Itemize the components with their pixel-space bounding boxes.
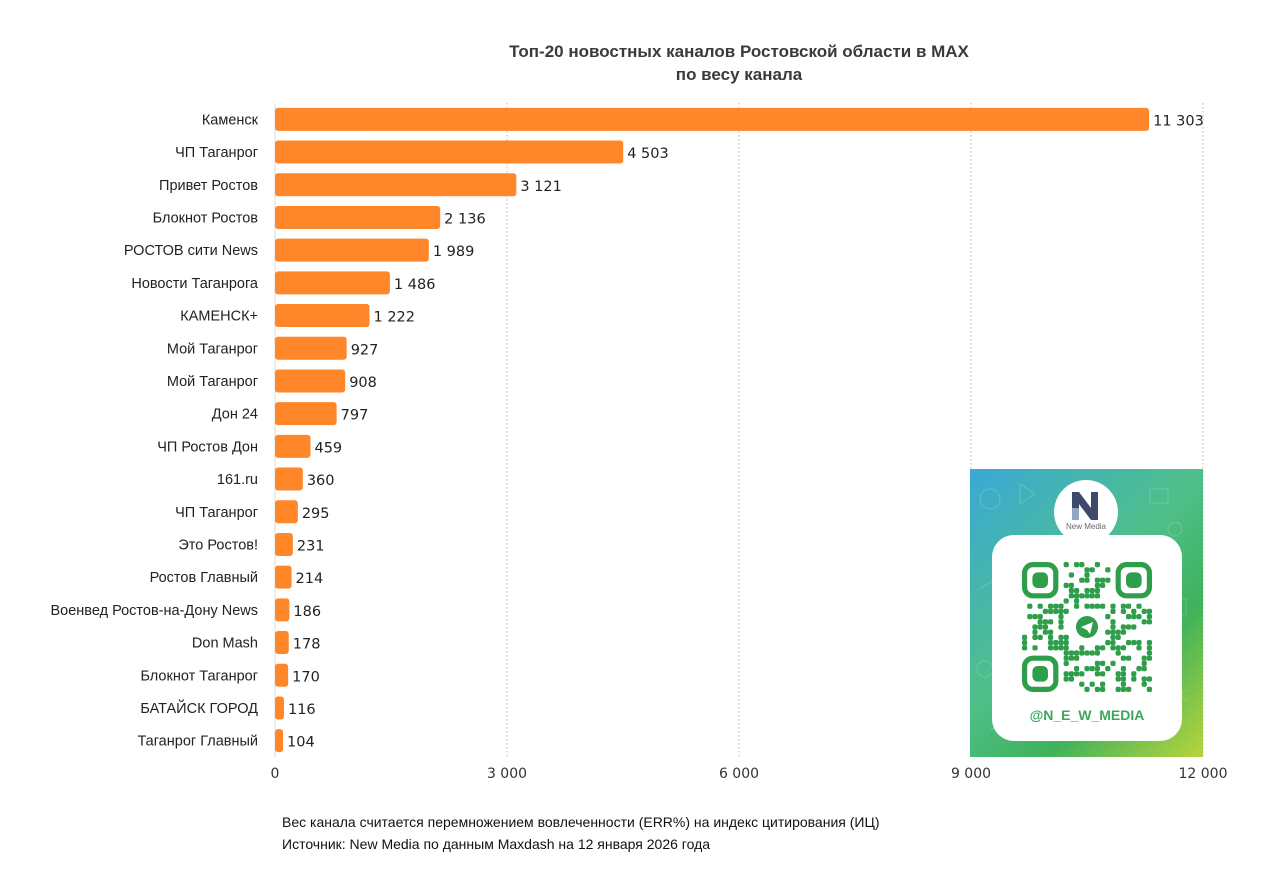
new-media-logo-icon [1072,492,1098,520]
bars [275,107,1150,753]
telegram-icon [1076,616,1098,638]
qr-promo-panel: @N_E_W_MEDIA New Media [970,469,1203,757]
category-label: Каменск [202,112,259,128]
brand-name: New Media [1065,522,1106,531]
bar [275,532,293,556]
data-label: 295 [302,506,330,522]
labels: 0 3 000 6 000 9 000 12 000 Каменск 11 303 ЧП Та… [51,112,1228,782]
category-label: Ростов Главный [150,570,258,586]
category-label: Новости Таганрога [131,276,259,292]
bar [275,205,441,229]
bar [275,696,284,720]
category-label: Don Mash [192,636,258,652]
category-label: БАТАЙСК ГОРОД [140,699,258,717]
bar [275,598,290,622]
data-label: 908 [349,375,377,391]
category-label: ЧП Таганрог [175,505,258,521]
footnote-source: Источник: New Media по данным Maxdash на… [282,836,711,852]
channel-handle: @N_E_W_MEDIA [1029,707,1145,723]
bar [275,729,284,753]
data-label: 927 [351,342,379,358]
footnote: Вес канала считается перемножением вовле… [282,811,879,855]
category-label: Мой Таганрог [167,341,258,357]
category-label: КАМЕНСК+ [180,309,258,325]
x-tick-label: 6 000 [719,766,759,782]
category-label: Таганрог Главный [137,734,258,750]
data-label: 170 [292,669,320,685]
bar [275,467,303,491]
category-label: Это Ростов! [178,537,258,553]
category-label: Дон 24 [212,407,258,423]
category-label: Привет Ростов [159,178,258,194]
chart-title-line-2: по весу канала [675,65,803,84]
bar [275,369,346,393]
data-label: 1 989 [433,244,475,260]
bar [275,304,370,328]
qr-finder [1115,562,1152,599]
data-label: 1 222 [374,310,416,326]
category-label: Военвед Ростов-на-Дону News [51,603,259,619]
bar [275,402,337,426]
category-label: ЧП Таганрог [175,145,258,161]
data-label: 178 [293,637,321,653]
new-media-logo: New Media [1054,480,1118,544]
x-tick-label: 0 [271,766,280,782]
chart-title: Топ-20 новостных каналов Ростовской обла… [339,40,1139,86]
x-tick-label: 9 000 [951,766,991,782]
category-label: РОСТОВ сити News [124,243,258,259]
bar [275,238,429,262]
data-label: 2 136 [444,211,486,227]
data-label: 11 303 [1153,113,1204,129]
bar [275,173,517,197]
chart-title-line-1: Топ-20 новостных каналов Ростовской обла… [509,42,969,61]
bar [275,336,347,360]
footnote-method: Вес канала считается перемножением вовле… [282,814,880,830]
x-tick-label: 12 000 [1179,766,1228,782]
data-label: 360 [307,473,335,489]
data-label: 231 [297,538,325,554]
data-label: 104 [287,735,315,751]
bar [275,107,1150,131]
data-label: 116 [288,702,316,718]
category-label: 161.ru [217,472,258,488]
bar [275,500,298,524]
category-label: Мой Таганрог [167,374,258,390]
data-label: 214 [296,571,324,587]
qr-finder [1022,655,1059,692]
qr-card: @N_E_W_MEDIA [992,535,1182,741]
bar [275,565,292,589]
category-label: ЧП Ростов Дон [157,439,258,455]
qr-code-icon[interactable] [1022,562,1152,692]
x-tick-label: 3 000 [487,766,527,782]
category-label: Блокнот Таганрог [140,668,258,684]
data-label: 459 [314,440,342,456]
bar [275,434,311,458]
bar [275,631,289,655]
data-label: 797 [341,408,369,424]
bar [275,663,289,687]
bar [275,140,624,164]
qr-finder [1022,562,1059,599]
data-label: 1 486 [394,277,436,293]
data-label: 4 503 [627,146,669,162]
data-label: 186 [293,604,321,620]
bar [275,271,390,295]
data-label: 3 121 [520,179,562,195]
category-label: Блокнот Ростов [153,210,259,226]
